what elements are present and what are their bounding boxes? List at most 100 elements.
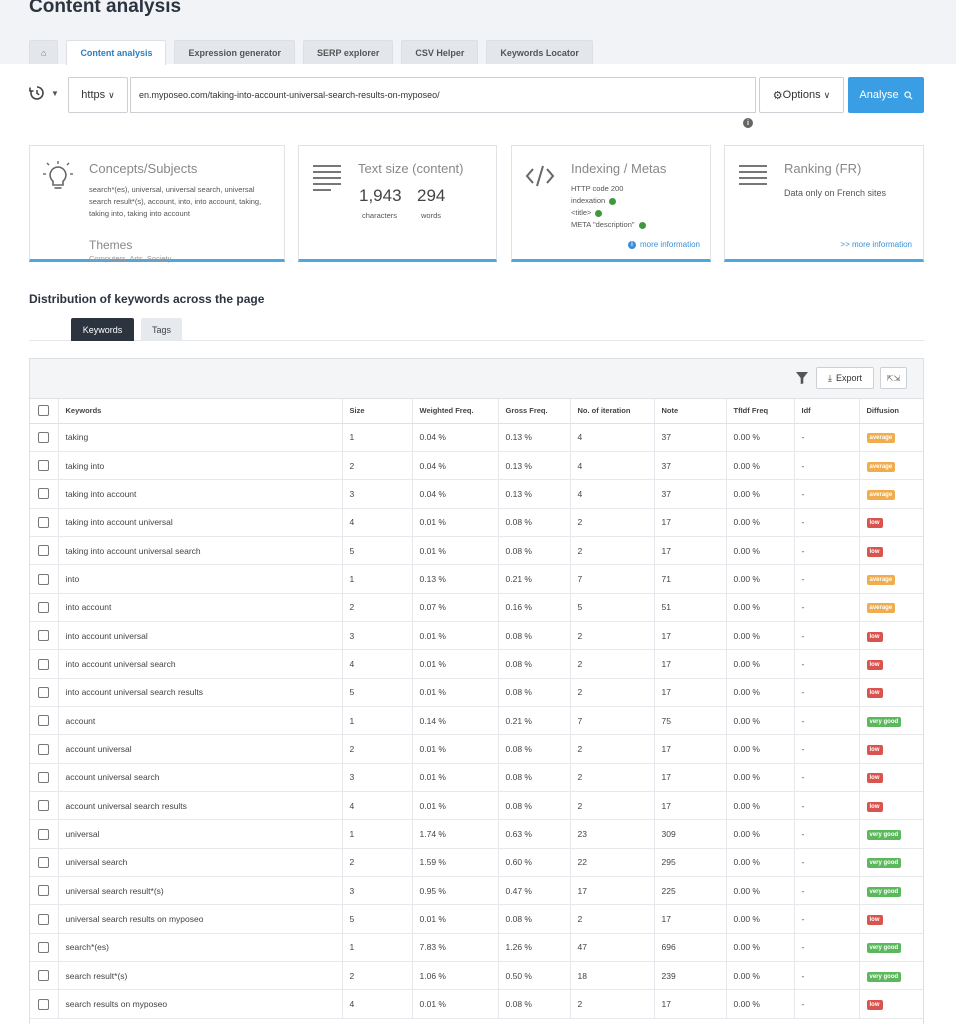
tab-content-analysis[interactable]: Content analysis: [66, 40, 167, 65]
table-row[interactable]: search result*(s) 2 1.06 % 0.50 % 18 239 0.00 …: [30, 961, 923, 991]
row-checkbox-cell: [30, 734, 59, 764]
note-cell: 17: [654, 621, 727, 651]
row-checkbox[interactable]: [38, 856, 50, 868]
size-cell: 3: [342, 763, 413, 792]
table-row[interactable]: universal search 2 1.59 % 0.60 % 22 295 0.00 %…: [30, 848, 923, 878]
keyword-cell: search results on myposeo: [58, 989, 343, 1019]
table-row[interactable]: into account universal 3 0.01 % 0.08 % 2 17 0.…: [30, 621, 923, 651]
table-row[interactable]: into 1 0.13 % 0.21 % 7 71 0.00 % - average: [30, 564, 923, 594]
options-button[interactable]: ⚙ Options ∨: [759, 77, 844, 113]
table-row[interactable]: search results on myposeo 4 0.01 % 0.08 % 2 1…: [30, 989, 923, 1019]
row-checkbox[interactable]: [38, 800, 50, 812]
tab-expression-generator[interactable]: Expression generator: [174, 40, 295, 64]
url-input[interactable]: en.myposeo.com/taking-into-account-unive…: [130, 77, 756, 113]
row-checkbox[interactable]: [38, 715, 50, 727]
gross-freq-cell: 1.26 %: [498, 933, 571, 963]
row-checkbox[interactable]: [38, 460, 50, 472]
col-gross-freq[interactable]: Gross Freq.: [498, 399, 571, 424]
diffusion-badge: low: [866, 518, 883, 529]
tab-tags[interactable]: Tags: [141, 318, 182, 341]
tab-serp-explorer[interactable]: SERP explorer: [303, 40, 394, 64]
row-checkbox[interactable]: [38, 828, 50, 840]
col-diffusion[interactable]: Diffusion: [859, 399, 923, 424]
table-row[interactable]: taking into account 3 0.04 % 0.13 % 4 37 0.00 …: [30, 479, 923, 509]
row-checkbox[interactable]: [38, 658, 50, 670]
table-row[interactable]: account universal 2 0.01 % 0.08 % 2 17 0.00 % -…: [30, 734, 923, 764]
row-checkbox[interactable]: [38, 601, 50, 613]
row-checkbox[interactable]: [38, 970, 50, 982]
row-checkbox[interactable]: [38, 941, 50, 953]
size-cell: 3: [342, 876, 413, 906]
table-row[interactable]: account universal search results 4 0.01 % 0…: [30, 791, 923, 821]
row-checkbox[interactable]: [38, 771, 50, 783]
row-checkbox-cell: [30, 791, 59, 821]
idf-cell: -: [794, 621, 860, 651]
main-tabs: ⌂ Content analysis Expression generator …: [29, 40, 601, 65]
protocol-select[interactable]: https ∨: [68, 77, 128, 113]
col-keywords[interactable]: Keywords: [58, 399, 343, 424]
diffusion-badge: average: [866, 489, 896, 500]
table-row[interactable]: taking 1 0.04 % 0.13 % 4 37 0.00 % - average: [30, 423, 923, 452]
table-row[interactable]: taking into account universal search 5 0.0…: [30, 536, 923, 566]
col-iterations[interactable]: No. of iteration: [570, 399, 655, 424]
indexing-title: Indexing / Metas: [571, 161, 667, 176]
col-size[interactable]: Size: [342, 399, 413, 424]
row-checkbox[interactable]: [38, 913, 50, 925]
table-row[interactable]: taking into 2 0.04 % 0.13 % 4 37 0.00 % - averag…: [30, 451, 923, 481]
row-checkbox[interactable]: [38, 431, 50, 443]
table-row[interactable]: account 1 0.14 % 0.21 % 7 75 0.00 % - very good: [30, 706, 923, 736]
tfidf-cell: 0.00 %: [726, 649, 795, 679]
row-checkbox-cell: [30, 933, 59, 963]
table-row[interactable]: search*(es) 1 7.83 % 1.26 % 47 696 0.00 % - very…: [30, 933, 923, 963]
row-checkbox[interactable]: [38, 516, 50, 528]
filter-icon[interactable]: [795, 371, 809, 385]
table-row[interactable]: into account universal search results 5 0.…: [30, 678, 923, 707]
select-all-checkbox[interactable]: [30, 399, 59, 424]
table-row[interactable]: universal search results on myposeo 5 0.01…: [30, 904, 923, 934]
table-row[interactable]: into account universal search 4 0.01 % 0.08…: [30, 649, 923, 679]
idf-cell: -: [794, 593, 860, 622]
col-idf[interactable]: Idf: [794, 399, 860, 424]
table-row[interactable]: account universal search 3 0.01 % 0.08 % 2 17…: [30, 763, 923, 792]
export-button[interactable]: ⤓ Export: [816, 367, 874, 389]
table-row[interactable]: universal 1 1.74 % 0.63 % 23 309 0.00 % - very g…: [30, 819, 923, 849]
col-note[interactable]: Note: [654, 399, 727, 424]
row-checkbox[interactable]: [38, 488, 50, 500]
checkbox[interactable]: [38, 405, 50, 417]
keyword-cell: account: [58, 706, 343, 736]
col-weighted-freq[interactable]: Weighted Freq.: [412, 399, 499, 424]
row-checkbox[interactable]: [38, 885, 50, 897]
gross-freq-cell: 0.21 %: [498, 564, 571, 594]
row-checkbox[interactable]: [38, 630, 50, 642]
row-checkbox-cell: [30, 479, 59, 509]
weighted-freq-cell: 0.01 %: [412, 678, 499, 707]
tab-home[interactable]: ⌂: [29, 40, 59, 64]
indexing-more-link[interactable]: i more information: [627, 240, 700, 249]
title-row: <title>: [571, 207, 646, 219]
history-button[interactable]: ▼: [29, 85, 59, 101]
row-checkbox[interactable]: [38, 998, 50, 1010]
info-icon[interactable]: i: [743, 118, 753, 128]
analyse-button[interactable]: Analyse: [848, 77, 924, 113]
col-tfidf[interactable]: TfIdf Freq: [726, 399, 795, 424]
row-checkbox[interactable]: [38, 743, 50, 755]
note-cell: 239: [654, 961, 727, 991]
weighted-freq-cell: 0.04 %: [412, 479, 499, 509]
tab-csv-helper[interactable]: CSV Helper: [401, 40, 479, 64]
diffusion-badge: low: [866, 688, 883, 699]
row-checkbox[interactable]: [38, 686, 50, 698]
tfidf-cell: 0.00 %: [726, 989, 795, 1019]
note-cell: 37: [654, 479, 727, 509]
fullscreen-button[interactable]: ⇱⇲: [880, 367, 907, 389]
row-checkbox[interactable]: [38, 545, 50, 557]
row-checkbox[interactable]: [38, 573, 50, 585]
table-row[interactable]: into account 2 0.07 % 0.16 % 5 51 0.00 % - avera…: [30, 593, 923, 622]
note-cell: 309: [654, 819, 727, 849]
size-cell: 5: [342, 536, 413, 566]
table-row[interactable]: universal search result*(s) 3 0.95 % 0.47 %…: [30, 876, 923, 906]
tab-keywords[interactable]: Keywords: [71, 318, 134, 341]
expand-icon: ⇱⇲: [886, 373, 901, 383]
tab-keywords-locator[interactable]: Keywords Locator: [486, 40, 593, 64]
table-row[interactable]: taking into account universal 4 0.01 % 0.08…: [30, 508, 923, 537]
ranking-more-link[interactable]: >> more information: [840, 240, 912, 249]
